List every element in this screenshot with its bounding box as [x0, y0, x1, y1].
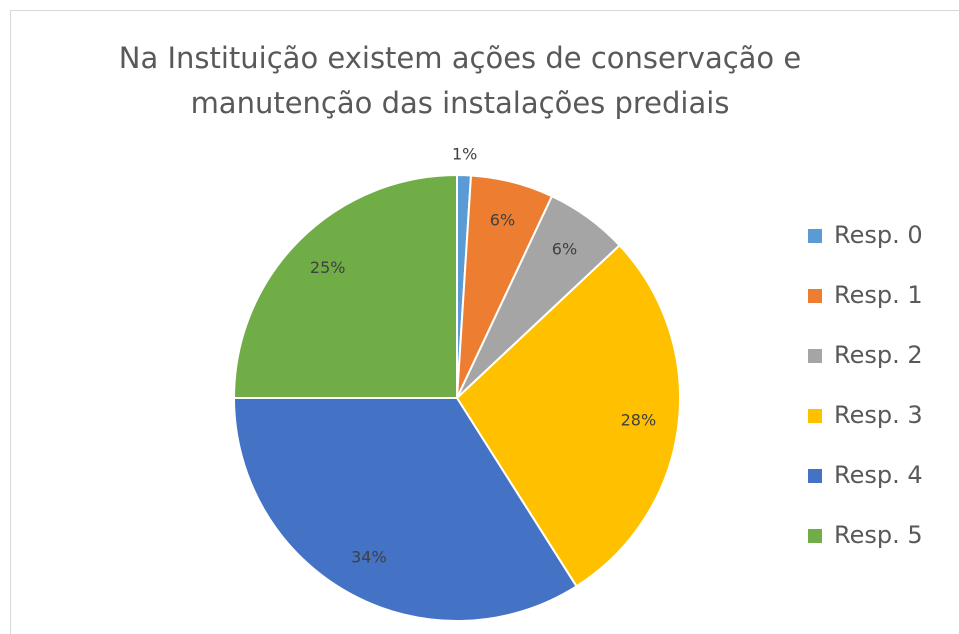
data-label: 34% [351, 548, 387, 567]
data-label: 6% [490, 210, 515, 229]
data-label: 1% [452, 145, 477, 164]
chart-border [10, 10, 959, 634]
pie-slice [232, 173, 458, 399]
legend-swatch [808, 229, 822, 243]
legend-label: Resp. 2 [834, 341, 923, 369]
legend-swatch [808, 529, 822, 543]
legend-swatch [808, 289, 822, 303]
legend-swatch [808, 409, 822, 423]
pie-slice [232, 397, 578, 622]
legend-swatch [808, 349, 822, 363]
data-label: 6% [552, 240, 577, 259]
data-label: 28% [621, 410, 657, 429]
chart-title: Na Instituição existem ações de conserva… [118, 41, 802, 120]
legend-label: Resp. 1 [834, 281, 923, 309]
legend-label: Resp. 0 [834, 221, 923, 249]
data-label: 25% [310, 258, 346, 277]
legend-label: Resp. 4 [834, 461, 923, 489]
legend-label: Resp. 5 [834, 521, 923, 549]
pie-slice [455, 243, 681, 588]
legend-label: Resp. 3 [834, 401, 923, 429]
legend-swatch [808, 469, 822, 483]
